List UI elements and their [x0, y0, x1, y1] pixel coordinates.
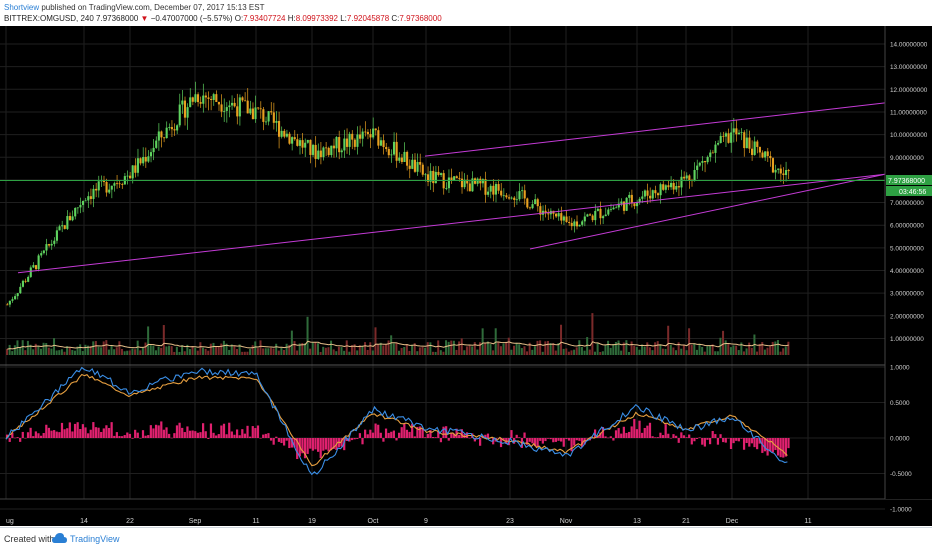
indicator-scale-label: 0.5000: [890, 400, 910, 407]
indicator-scale-label: -1.0000: [890, 507, 912, 514]
chart-header: Shortview published on TradingView.com, …: [0, 0, 932, 26]
volume-bars: [6, 313, 790, 355]
channel-lines[interactable]: [17, 102, 886, 274]
price-scale-label: 13.00000000: [890, 64, 928, 71]
indicator-scale[interactable]: 1.0000 0.5000 0.0000 -0.5000 -1.0000: [890, 365, 912, 514]
publish-line: Shortview published on TradingView.com, …: [4, 2, 264, 13]
channel-upper-line[interactable]: [424, 102, 886, 157]
current-price-label: 7.97368000 03:46:56: [886, 174, 932, 196]
price-scale[interactable]: 14.00000000 13.00000000 12.00000000 11.0000…: [884, 26, 932, 499]
price-scale-label: 4.00000000: [890, 268, 924, 275]
price-scale-label: 3.00000000: [890, 291, 924, 298]
candles: [6, 81, 790, 308]
channel-lower-long-line[interactable]: [17, 173, 886, 274]
close-value: 7.97368000: [399, 14, 442, 23]
tradingview-cloud-icon: [52, 533, 67, 543]
channel-lower-short-line[interactable]: [529, 173, 886, 250]
time-axis-label: 19: [308, 518, 316, 525]
price-scale-label: 10.00000000: [890, 132, 928, 139]
price-scale-label: 14.00000000: [890, 42, 928, 49]
time-axis-label: 11: [252, 518, 259, 525]
time-axis-label: 23: [506, 518, 514, 525]
chart-canvas[interactable]: 14.00000000 13.00000000 12.00000000 11.0000…: [0, 26, 932, 526]
price-scale-label: 12.00000000: [890, 87, 928, 94]
created-with-text: Created with: [4, 534, 55, 544]
macd-line: [5, 366, 788, 476]
price-scale-label: 5.00000000: [890, 245, 924, 252]
time-axis-label: Sep: [189, 518, 202, 525]
time-axis-label: 14: [80, 518, 88, 525]
time-axis-label: 13: [633, 518, 641, 525]
author-link[interactable]: Shortview: [4, 3, 40, 12]
high-label: H:: [287, 14, 296, 23]
price-scale-label: 11.00000000: [890, 109, 927, 116]
time-axis-label: Nov: [560, 518, 573, 525]
high-value: 8.09973392: [295, 14, 338, 23]
ohlc-line: BITTREX:OMGUSD, 240 7.97368000 ▼ −0.4700…: [4, 13, 442, 24]
close-label: C:: [391, 14, 400, 23]
tradingview-link[interactable]: TradingView: [70, 534, 120, 544]
indicator-scale-label: -0.5000: [890, 471, 912, 478]
signal-line: [5, 373, 788, 467]
change-value: −0.47007000 (−5.57%): [150, 14, 233, 23]
price-scale-label: 9.00000000: [890, 155, 924, 162]
open-value: 7.93407724: [243, 14, 286, 23]
countdown-text: 03:46:56: [899, 189, 926, 196]
price-scale-label: 1.00000000: [890, 336, 924, 343]
indicator-scale-label: 0.0000: [890, 436, 910, 443]
open-label: O:: [234, 14, 244, 23]
time-axis-label: 11: [804, 518, 811, 525]
last-price: 7.97368000: [96, 14, 139, 23]
time-axis-label: Dec: [726, 518, 739, 525]
volume-ma-line: [7, 340, 789, 350]
low-label: L:: [340, 14, 347, 23]
time-axis-label: 9: [424, 518, 428, 525]
low-value: 7.92045878: [346, 14, 390, 23]
time-axis-label: 22: [126, 518, 134, 525]
time-axis-label: 21: [682, 518, 690, 525]
time-axis-label: Oct: [368, 518, 379, 525]
down-arrow-icon: ▼: [140, 14, 149, 23]
time-axis[interactable]: ug 14 22 Sep 11 19 Oct 9 23 Nov 13 21 Dec 11: [6, 518, 812, 525]
chart-area[interactable]: 14.00000000 13.00000000 12.00000000 11.0000…: [0, 26, 932, 526]
footer: Created with TradingView: [0, 527, 932, 551]
price-scale-label: 2.00000000: [890, 313, 924, 320]
price-scale-label: 6.00000000: [890, 223, 924, 230]
current-price-text: 7.97368000: [888, 178, 925, 185]
price-scale-label: 7.00000000: [890, 200, 924, 207]
indicator-scale-label: 1.0000: [890, 365, 910, 372]
published-text: published on TradingView.com, December 0…: [41, 3, 265, 12]
time-axis-label: ug: [6, 518, 14, 525]
symbol-label[interactable]: BITTREX:OMGUSD, 240: [4, 14, 94, 23]
